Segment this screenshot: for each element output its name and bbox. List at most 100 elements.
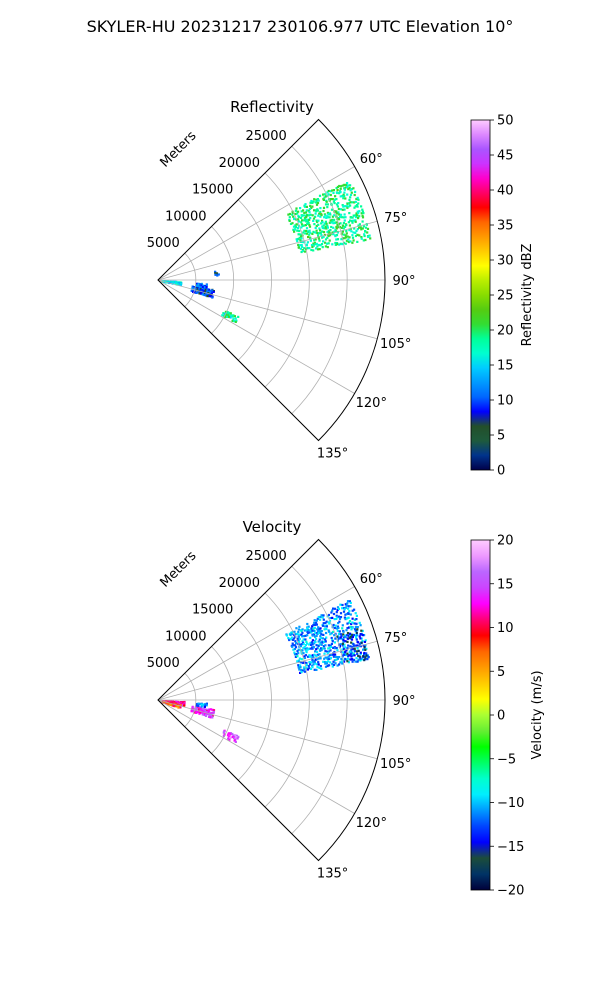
echo-gate — [291, 213, 294, 216]
echo-gate — [335, 627, 338, 630]
echo-gate — [209, 291, 212, 295]
echo-gate — [329, 617, 332, 620]
echo-gate — [225, 312, 229, 315]
echo-gate — [334, 221, 337, 224]
echo-gate — [316, 647, 319, 650]
range-tick-label: 20000 — [219, 156, 260, 171]
echo-gate — [356, 647, 359, 650]
echo-gate — [361, 208, 364, 211]
echo-gate — [348, 186, 351, 190]
echo-gate — [303, 668, 306, 671]
echo-gate — [316, 650, 319, 654]
echo-gate — [316, 201, 320, 205]
echo-gate — [351, 626, 354, 629]
echo-gate — [327, 242, 330, 245]
azimuth-tick-label: 105° — [380, 757, 411, 772]
echo-gate — [193, 286, 196, 289]
echo-gate — [207, 712, 210, 716]
echo-gate — [190, 289, 193, 292]
echo-gate — [318, 248, 321, 251]
echo-gate — [347, 616, 350, 619]
echo-gate — [294, 646, 298, 649]
echo-gate — [303, 211, 306, 214]
echo-gate — [311, 647, 314, 650]
echo-gate — [308, 654, 311, 657]
echo-gate — [326, 656, 329, 659]
echo-gate — [361, 214, 364, 217]
echo-gate — [310, 199, 313, 203]
echo-gate — [323, 193, 326, 196]
echo-gate — [307, 655, 310, 658]
echo-gate — [301, 249, 305, 252]
echo-gate — [324, 225, 327, 228]
echo-gate — [337, 622, 340, 625]
echo-gate — [356, 196, 359, 199]
echo-gate — [364, 226, 368, 229]
echo-gate — [316, 617, 319, 620]
echo-gate — [340, 238, 343, 241]
echo-gate — [319, 229, 322, 232]
echo-gate — [209, 708, 212, 711]
echo-gate — [228, 314, 231, 317]
echo-gate — [312, 656, 315, 659]
echo-gate — [322, 198, 325, 201]
echo-gate — [300, 250, 303, 254]
echo-gate — [203, 286, 206, 289]
echo-gate — [195, 284, 198, 287]
echo-gate — [311, 625, 314, 628]
echo-gate — [319, 627, 322, 630]
echo-gate — [347, 657, 350, 660]
colorbar-tick-label: 0 — [497, 464, 505, 479]
echo-gate — [330, 636, 333, 640]
echo-gate — [334, 624, 337, 627]
colorbar-tick-label: 10 — [497, 394, 514, 409]
echo-gate — [319, 657, 322, 660]
echo-gate — [303, 629, 307, 632]
echo-gate — [342, 205, 345, 208]
echo-gate — [352, 219, 355, 222]
echo-gate — [346, 202, 349, 205]
echo-gate — [304, 634, 307, 637]
azimuth-gridline — [157, 220, 378, 281]
echo-gate — [303, 646, 306, 649]
echo-gate — [299, 239, 302, 242]
echo-gate — [356, 650, 359, 653]
echo-gate — [206, 293, 210, 296]
echo-gate — [302, 652, 305, 655]
echo-gate — [339, 616, 343, 619]
echo-gate — [311, 214, 314, 217]
echo-gate — [300, 658, 303, 661]
echo-gate — [326, 246, 329, 249]
echo-gate — [356, 228, 359, 231]
echo-gate — [197, 711, 200, 714]
echo-gate — [194, 288, 197, 291]
echo-gate — [329, 229, 332, 232]
echo-gate — [314, 201, 317, 204]
echo-gate — [302, 214, 305, 217]
echo-gate — [347, 205, 350, 208]
echo-gate — [326, 664, 329, 668]
echo-gate — [211, 714, 214, 717]
echo-gate — [337, 202, 340, 205]
echo-gate — [346, 655, 350, 658]
echo-gate — [199, 290, 202, 293]
echo-gate — [347, 637, 350, 640]
echo-gate — [222, 731, 225, 734]
echo-gate — [332, 189, 335, 192]
echo-gate — [207, 289, 211, 292]
echo-gate — [356, 233, 359, 236]
echo-gate — [353, 622, 356, 625]
echo-gate — [341, 627, 344, 630]
echo-gate — [290, 636, 293, 639]
echo-gate — [311, 634, 314, 637]
echo-gate — [293, 630, 296, 633]
echo-gate — [338, 663, 341, 666]
echo-gate — [306, 627, 309, 630]
echo-gate — [317, 219, 320, 222]
echo-gate — [320, 243, 324, 246]
echo-gate — [351, 201, 354, 204]
echo-gate — [335, 611, 338, 614]
echo-gate — [309, 204, 312, 207]
echo-gate — [357, 198, 360, 201]
echo-gate — [354, 634, 357, 637]
